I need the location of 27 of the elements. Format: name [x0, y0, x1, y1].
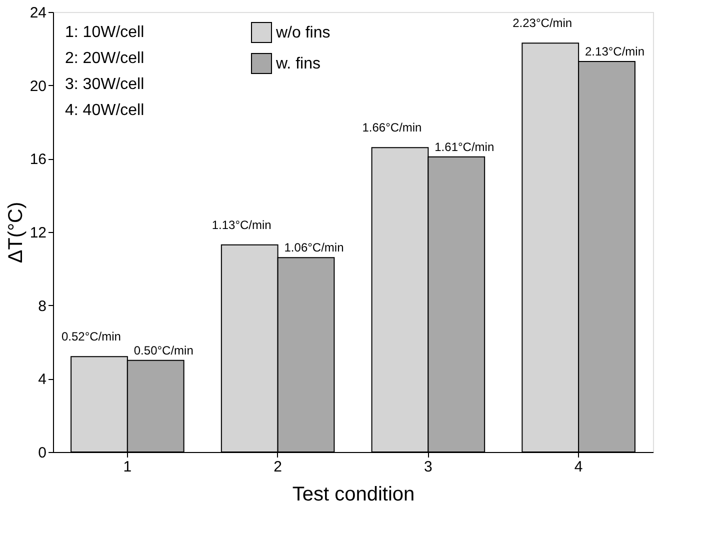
y-tick-label: 16 [30, 151, 46, 168]
y-tick-label: 24 [30, 4, 46, 22]
annotation: 1: 10W/cell [65, 24, 144, 41]
annotation: 1.61°C/min [434, 140, 494, 154]
annotation: 0.52°C/min [61, 330, 121, 344]
annotation: 1.66°C/min [362, 120, 422, 135]
x-tick-label: 1 [123, 458, 132, 476]
x-axis-title: Test condition [292, 484, 415, 506]
x-tick-label: 2 [274, 458, 282, 476]
annotation: 1.13°C/min [212, 218, 272, 232]
y-axis-title: ΔT(°C) [4, 202, 27, 264]
y-tick-label: 0 [38, 444, 46, 462]
y-tick-label: 12 [30, 224, 46, 242]
x-tick-label: 3 [424, 458, 432, 476]
y-tick-label: 8 [38, 298, 46, 315]
legend-label: w. fins [275, 56, 320, 72]
legend-label: w/o fins [275, 24, 330, 42]
annotation: 0.50°C/min [134, 343, 194, 358]
y-tick-label: 20 [30, 78, 46, 95]
annotation: 2.13°C/min [585, 44, 645, 58]
annotation: 3: 30W/cell [65, 76, 144, 93]
annotation: 2: 20W/cell [65, 50, 144, 67]
annotation: 4: 40W/cell [65, 102, 144, 119]
annotation: 2.23°C/min [512, 16, 572, 30]
annotation: 1.06°C/min [284, 240, 344, 255]
y-tick-label: 4 [38, 371, 46, 388]
x-tick-label: 4 [574, 458, 583, 476]
